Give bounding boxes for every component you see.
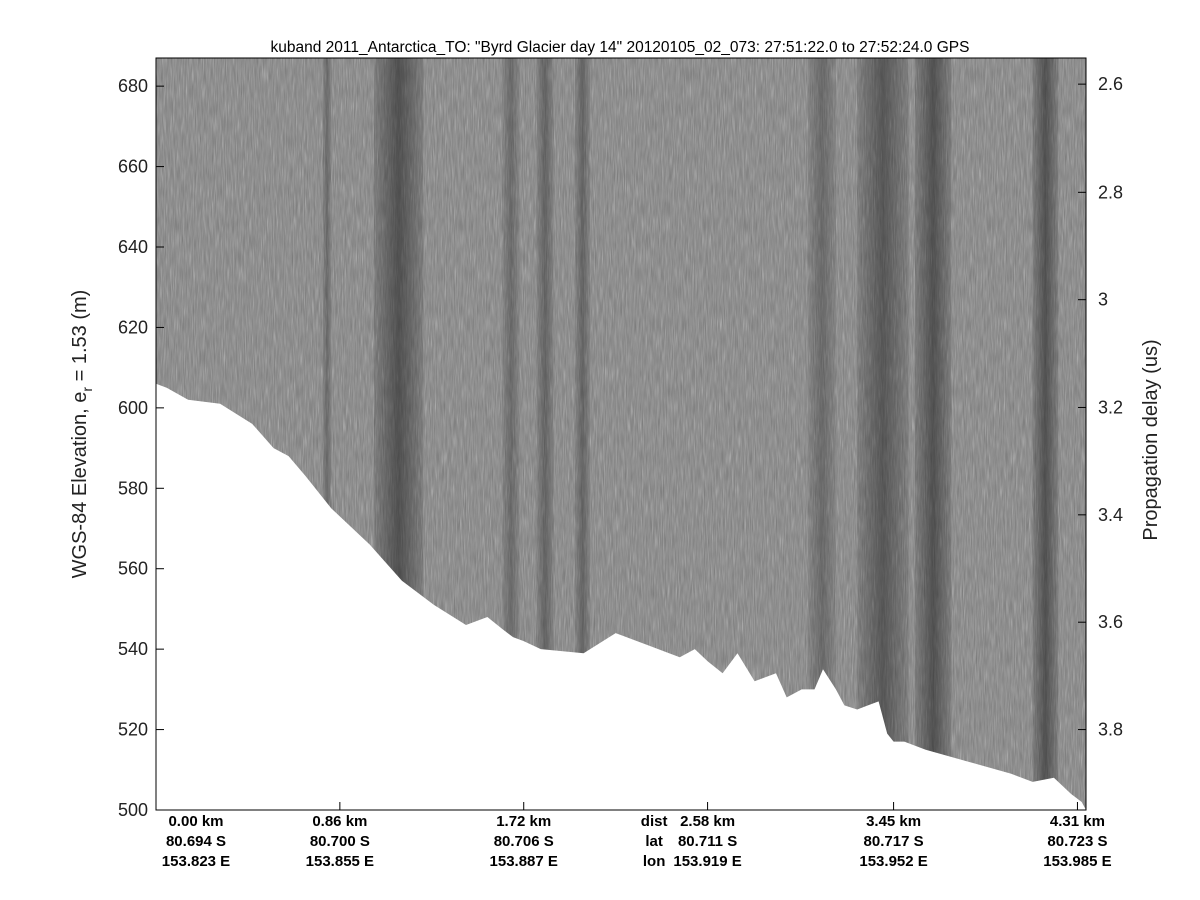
row-label-lon: lon [643,853,666,870]
y-axis-label: WGS-84 Elevation, er = 1.53 (m) [69,290,95,579]
x-tick-lon: 153.887 E [490,853,558,870]
radar-band-8 [1032,58,1059,810]
radar-band-2 [502,58,520,810]
y2-tick-label: 3.4 [1098,505,1123,525]
y-tick-label: 540 [118,639,148,659]
y2-tick-label: 3.2 [1098,397,1123,417]
y2-tick-label: 2.8 [1098,182,1123,202]
radar-band-4 [575,58,590,810]
y-tick-label: 580 [118,478,148,498]
x-tick-lat: 80.717 S [864,833,924,850]
y-tick-label: 640 [118,237,148,257]
row-label-lat: lat [645,833,663,850]
x-tick-dist: 2.58 km [680,813,735,830]
y-tick-label: 680 [118,76,148,96]
x-tick-lat: 80.723 S [1047,833,1107,850]
x-tick-dist: 0.86 km [312,813,367,830]
y-axis-left: 500 520 540 560 580 600 620 640 660 680 [118,76,164,820]
x-tick-lon: 153.919 E [673,853,741,870]
y-tick-label: 560 [118,559,148,579]
chart-title: kuband 2011_Antarctica_TO: "Byrd Glacier… [271,39,970,56]
x-tick-lat: 80.694 S [166,833,226,850]
plot-frame [155,57,1087,811]
y2-tick-label: 3.8 [1098,720,1123,740]
radar-band-6 [857,58,909,810]
y-axis-label-subscript: r [79,387,95,392]
x-tick-lon: 153.985 E [1043,853,1111,870]
y-tick-label: 600 [118,398,148,418]
y-axis-right: 2.6 2.8 3 3.2 3.4 3.6 3.8 [1078,74,1123,740]
x-tick-dist: 3.45 km [866,813,921,830]
y-axis-label-main: WGS-84 Elevation, e [69,392,91,579]
y-axis-label-tail: = 1.53 (m) [69,290,91,387]
x-tick-lat: 80.711 S [678,833,737,850]
y2-tick-label: 2.6 [1098,74,1123,94]
x-tick-lon: 153.952 E [859,853,927,870]
y2-axis-label: Propagation delay (us) [1140,339,1162,540]
x-tick-lon: 153.855 E [306,853,374,870]
y-tick-label: 520 [118,720,148,740]
x-axis-bottom: 0.00 km 80.694 S 153.823 E 0.86 km 80.700 S 1… [155,802,1112,870]
radar-band-7 [914,58,952,810]
y-tick-label: 620 [118,317,148,337]
x-tick-lat: 80.700 S [310,833,370,850]
y2-tick-label: 3 [1098,290,1108,310]
row-label-dist: dist [641,813,668,830]
y-tick-label: 660 [118,157,148,177]
x-tick-dist: 0.00 km [168,813,223,830]
radar-band-0 [322,58,332,810]
x-tick-lon: 153.823 E [162,853,230,870]
y-tick-label: 500 [118,800,148,820]
radar-band-3 [536,58,554,810]
x-tick-dist: 1.72 km [496,813,551,830]
surface-mask [156,383,1086,810]
radar-bands [322,58,1059,810]
y2-tick-label: 3.6 [1098,612,1123,632]
x-tick-lat: 80.706 S [494,833,554,850]
plot-area [156,58,1086,810]
x-tick-dist: 4.31 km [1050,813,1105,830]
